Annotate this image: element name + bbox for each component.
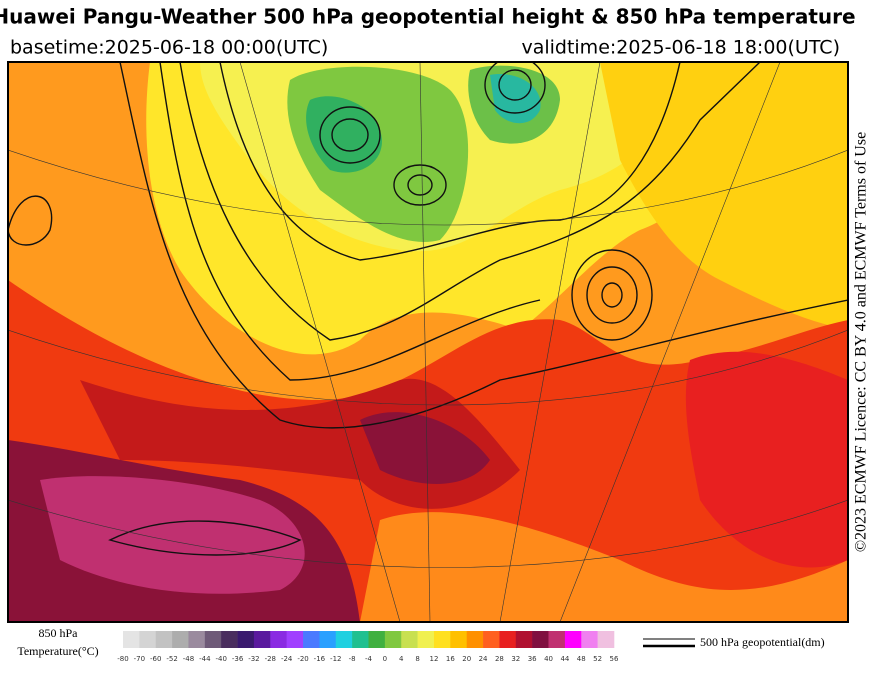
colorbar-tick-label: 16 <box>446 655 455 663</box>
colorbar-tick-label: -8 <box>349 655 356 663</box>
colorbar-tick-label: 36 <box>528 655 537 663</box>
colorbar-tick-label: -40 <box>215 655 226 663</box>
colorbar-swatch <box>597 631 615 648</box>
colorbar-swatch <box>483 631 500 648</box>
colorbar-tick-label: -32 <box>248 655 259 663</box>
license: ©2023 ECMWF Licence: CC BY 4.0 and ECMWF… <box>853 132 870 552</box>
colorbar-tick-label: 44 <box>560 655 569 663</box>
colorbar-tick-label: -60 <box>150 655 161 663</box>
colorbar-swatch <box>139 631 157 648</box>
colorbar-tick-label: 8 <box>415 655 419 663</box>
contour-legend: 500 hPa geopotential(dm) <box>700 635 825 649</box>
colorbar-tick-label: 0 <box>383 655 387 663</box>
colorbar-tick-label: 52 <box>593 655 602 663</box>
colorbar-swatch <box>466 631 484 648</box>
colorbar-tick-label: 20 <box>462 655 471 663</box>
temperature-title: Temperature(°C) <box>17 644 98 658</box>
colorbar-tick-label: 56 <box>610 655 619 663</box>
colorbar-swatch <box>548 631 566 648</box>
colorbar-tick-label: -16 <box>314 655 326 663</box>
colorbar-swatch <box>499 631 517 648</box>
map <box>8 62 848 622</box>
colorbar-swatch <box>417 631 435 648</box>
basetime: basetime:2025-06-18 00:00(UTC) <box>10 37 328 59</box>
colorbar-tick-label: -80 <box>117 655 128 663</box>
colorbar-tick-label: 24 <box>479 655 488 663</box>
colorbar-swatch <box>532 631 549 648</box>
colorbar-swatch <box>270 631 287 648</box>
colorbar-tick-label: -70 <box>134 655 145 663</box>
colorbar-swatch <box>155 631 173 648</box>
colorbar-swatch <box>286 631 304 648</box>
temperature-title: 850 hPa <box>39 626 79 640</box>
colorbar-swatch <box>401 631 418 648</box>
colorbar-tick-label: 28 <box>495 655 504 663</box>
colorbar: -80 -70 -60 -52 -48 -44 -40 -36 -32 -28 -24 -20 -16-… <box>117 631 619 663</box>
colorbar-tick-label: -4 <box>365 655 373 663</box>
colorbar-tick-label: 48 <box>577 655 586 663</box>
colorbar-swatch <box>384 631 402 648</box>
colorbar-swatch <box>221 631 238 648</box>
colorbar-swatch <box>123 631 140 648</box>
colorbar-tick-label: 40 <box>544 655 553 663</box>
colorbar-tick-label: 32 <box>511 655 520 663</box>
colorbar-tick-label: 4 <box>399 655 404 663</box>
colorbar-swatch <box>253 631 271 648</box>
map-frame <box>7 61 849 623</box>
validtime: validtime:2025-06-18 18:00(UTC) <box>521 37 840 59</box>
colorbar-tick-label: -24 <box>281 655 293 663</box>
colorbar-swatch <box>581 631 598 648</box>
colorbar-tick-label: 12 <box>430 655 439 663</box>
colorbar-swatch <box>433 631 451 648</box>
colorbar-swatch <box>515 631 533 648</box>
title: Huawei Pangu-Weather 500 hPa geopotentia… <box>0 5 856 29</box>
colorbar-tick-label: -12 <box>330 655 341 663</box>
colorbar-tick-label: -52 <box>166 655 177 663</box>
colorbar-tick-label: -44 <box>199 655 211 663</box>
colorbar-swatch <box>319 631 337 648</box>
colorbar-swatch <box>188 631 206 648</box>
colorbar-swatch <box>204 631 222 648</box>
colorbar-tick-label: -20 <box>297 655 308 663</box>
colorbar-swatch <box>335 631 353 648</box>
colorbar-tick-label: -28 <box>265 655 276 663</box>
colorbar-swatch <box>237 631 255 648</box>
colorbar-swatch <box>564 631 582 648</box>
colorbar-tick-label: -36 <box>232 655 244 663</box>
colorbar-tick-label: -48 <box>183 655 194 663</box>
colorbar-swatch <box>303 631 320 648</box>
colorbar-swatch <box>450 631 467 648</box>
colorbar-swatch <box>352 631 369 648</box>
colorbar-swatch <box>172 631 189 648</box>
colorbar-swatch <box>368 631 386 648</box>
